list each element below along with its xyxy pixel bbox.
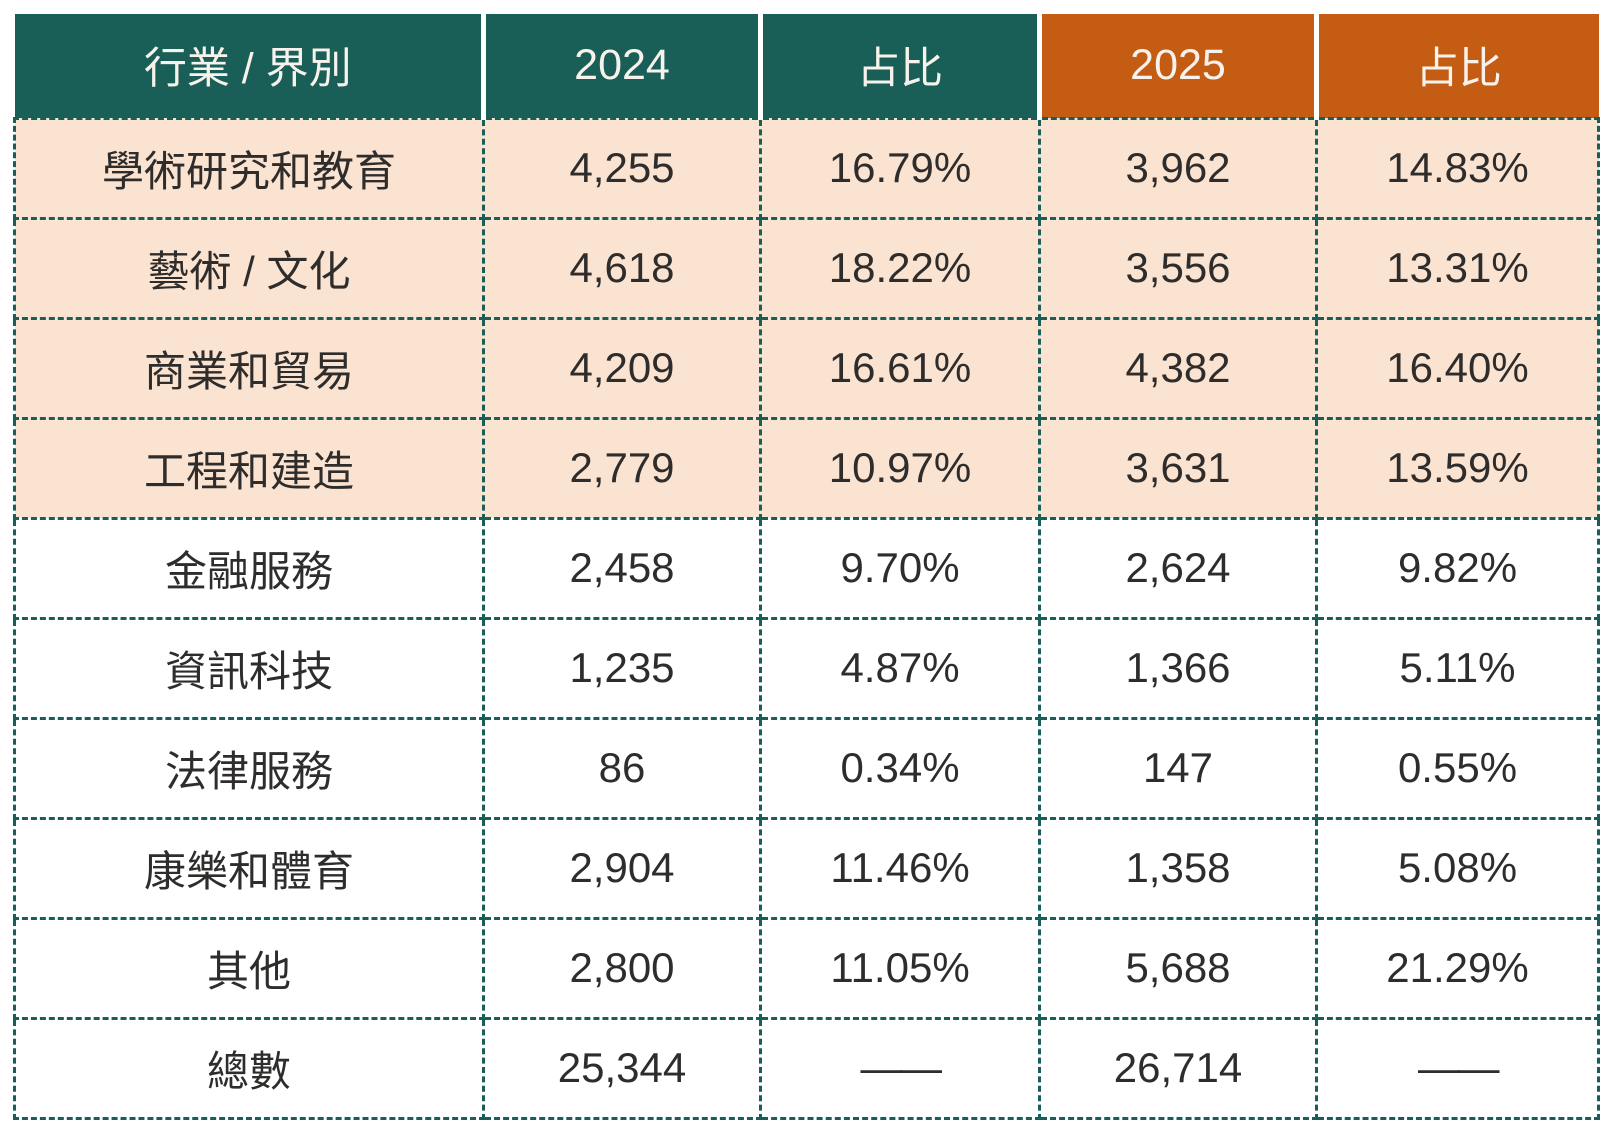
value-cell: 1,235 [482,616,762,720]
value-cell: 2,779 [482,416,762,520]
industry-label-cell: 金融服務 [13,516,485,620]
value-cell: 5.08% [1315,816,1600,920]
industry-label-cell: 康樂和體育 [13,816,485,920]
value-cell: 5,688 [1038,916,1318,1020]
header-2024: 2024 [481,14,761,118]
table-row: 學術研究和教育 4,255 16.79% 3,962 14.83% [13,116,1600,220]
table-row: 商業和貿易 4,209 16.61% 4,382 16.40% [13,316,1600,420]
industry-label-cell: 其他 [13,916,485,1020]
table-row: 金融服務 2,458 9.70% 2,624 9.82% [13,516,1600,620]
value-cell: 9.82% [1315,516,1600,620]
table-header: 行業 / 界別 2024 占比 2025 占比 [14,14,1599,118]
value-cell: 11.05% [759,916,1041,1020]
value-cell: 147 [1038,716,1318,820]
value-cell: 13.59% [1315,416,1600,520]
value-cell: 4,209 [482,316,762,420]
industry-label-cell: 學術研究和教育 [13,116,485,220]
value-cell: 4,618 [482,216,762,320]
industry-label-cell: 工程和建造 [13,416,485,520]
value-cell: 4.87% [759,616,1041,720]
table-row: 其他 2,800 11.05% 5,688 21.29% [13,916,1600,1020]
industry-label-cell: 商業和貿易 [13,316,485,420]
header-2025: 2025 [1037,14,1317,118]
table-row: 工程和建造 2,779 10.97% 3,631 13.59% [13,416,1600,520]
value-cell: 2,458 [482,516,762,620]
value-cell: 3,631 [1038,416,1318,520]
industry-distribution-table: 行業 / 界別 2024 占比 2025 占比 學術研究和教育 4,255 16.7… [13,14,1600,1120]
value-cell: 10.97% [759,416,1041,520]
value-cell: 16.79% [759,116,1041,220]
value-cell: 3,962 [1038,116,1318,220]
value-cell: 13.31% [1315,216,1600,320]
value-cell: 2,800 [482,916,762,1020]
value-cell: 2,624 [1038,516,1318,620]
industry-label-cell: 資訊科技 [13,616,485,720]
value-cell: 16.61% [759,316,1041,420]
value-cell: 2,904 [482,816,762,920]
table-row: 法律服務 86 0.34% 147 0.55% [13,716,1600,820]
industry-table-body: 學術研究和教育 4,255 16.79% 3,962 14.83% 藝術 / 文化 4,61… [13,116,1600,1120]
value-cell: 26,714 [1038,1016,1318,1120]
value-cell: 1,358 [1038,816,1318,920]
value-cell: 25,344 [482,1016,762,1120]
total-row: 總數 25,344 —— 26,714 —— [13,1016,1600,1120]
header-industry-sector: 行業 / 界別 [14,14,484,118]
industry-label-cell: 總數 [13,1016,485,1120]
industry-label-cell: 藝術 / 文化 [13,216,485,320]
value-cell: 21.29% [1315,916,1600,1020]
value-cell: 16.40% [1315,316,1600,420]
value-cell: 5.11% [1315,616,1600,720]
table-row: 康樂和體育 2,904 11.46% 1,358 5.08% [13,816,1600,920]
table-row: 資訊科技 1,235 4.87% 1,366 5.11% [13,616,1600,720]
value-cell: 86 [482,716,762,820]
header-row: 行業 / 界別 2024 占比 2025 占比 [14,14,1599,118]
value-cell: 3,556 [1038,216,1318,320]
value-cell: 9.70% [759,516,1041,620]
header-share-2025: 占比 [1314,14,1599,118]
value-cell: 0.55% [1315,716,1600,820]
value-cell: —— [759,1016,1041,1120]
value-cell: —— [1315,1016,1600,1120]
header-share-2024: 占比 [758,14,1040,118]
value-cell: 1,366 [1038,616,1318,720]
value-cell: 4,255 [482,116,762,220]
table-row: 藝術 / 文化 4,618 18.22% 3,556 13.31% [13,216,1600,320]
industry-label-cell: 法律服務 [13,716,485,820]
value-cell: 11.46% [759,816,1041,920]
value-cell: 14.83% [1315,116,1600,220]
value-cell: 0.34% [759,716,1041,820]
value-cell: 18.22% [759,216,1041,320]
value-cell: 4,382 [1038,316,1318,420]
